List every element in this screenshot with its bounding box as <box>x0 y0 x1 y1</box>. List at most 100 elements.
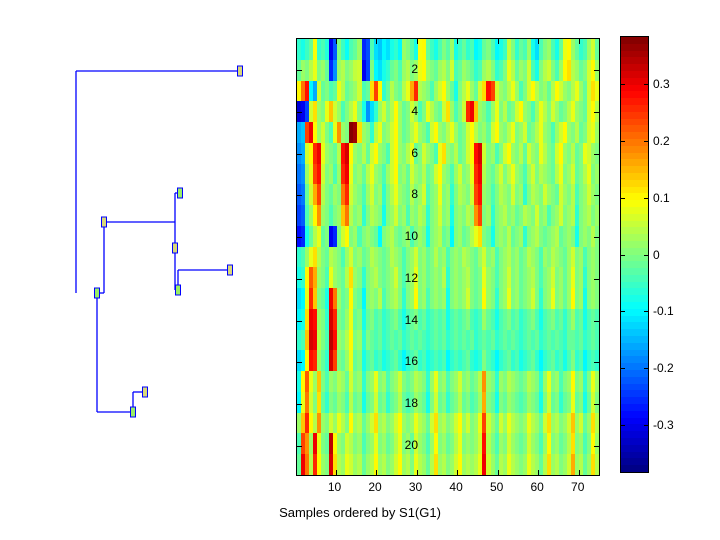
colorbar-segment <box>621 172 648 180</box>
heatmap-cell <box>397 391 402 413</box>
heatmap-cell <box>571 371 576 392</box>
heatmap-cell <box>466 101 471 122</box>
heatmap-cell <box>317 454 322 475</box>
heatmap-cell <box>462 288 467 309</box>
heatmap-cell <box>450 412 455 434</box>
heatmap-cell <box>409 371 414 392</box>
heatmap-row <box>297 59 600 81</box>
heatmap-cell <box>514 308 519 330</box>
heatmap-cell <box>595 80 600 102</box>
heatmap-cell <box>417 329 422 351</box>
heatmap-cell <box>373 433 378 454</box>
heatmap-cell <box>530 225 535 247</box>
colorbar-tick-mark <box>620 368 625 369</box>
heatmap-cell <box>498 246 503 268</box>
heatmap-cell <box>305 350 310 371</box>
heatmap-cell <box>341 454 346 475</box>
heatmap-cell <box>518 454 523 475</box>
heatmap-cell <box>337 308 342 330</box>
heatmap-cell <box>349 267 354 288</box>
heatmap-cell <box>442 184 447 205</box>
colorbar-segment <box>621 329 648 337</box>
heatmap-cell <box>587 308 592 330</box>
heatmap-cell <box>377 371 382 392</box>
heatmap-cell <box>353 163 358 185</box>
heatmap-cell <box>466 163 471 185</box>
heatmap-cell <box>595 184 600 205</box>
heatmap-cell <box>385 80 390 102</box>
heatmap-cell <box>474 350 479 371</box>
heatmap-cell <box>438 371 443 392</box>
heatmap-cell <box>498 350 503 371</box>
heatmap-cell <box>498 80 503 102</box>
heatmap-cell <box>434 308 439 330</box>
heatmap-cell <box>559 454 564 475</box>
heatmap-cell <box>369 225 374 247</box>
colorbar-segment <box>621 295 648 303</box>
heatmap-cell <box>434 39 439 60</box>
heatmap-cell <box>454 225 459 247</box>
heatmap-cell <box>494 163 499 185</box>
heatmap-cell <box>297 163 302 185</box>
heatmap-cell <box>369 412 374 434</box>
colorbar-segment <box>621 458 648 466</box>
heatmap-cell <box>325 308 330 330</box>
heatmap-cell <box>567 288 572 309</box>
heatmap-cell <box>522 39 527 60</box>
heatmap-cell <box>591 184 596 205</box>
heatmap-cell <box>313 371 318 392</box>
heatmap-cell <box>587 329 592 351</box>
heatmap-cell <box>478 246 483 268</box>
heatmap-cell <box>361 371 366 392</box>
heatmap-cell <box>559 246 564 268</box>
x-tick-label: 10 <box>327 480 342 494</box>
heatmap-cell <box>309 101 314 122</box>
heatmap-cell <box>409 122 414 143</box>
heatmap-cell <box>583 391 588 413</box>
heatmap-cell <box>305 184 310 205</box>
heatmap-cell <box>333 288 338 309</box>
heatmap-cell <box>482 59 487 81</box>
heatmap-cell <box>442 142 447 164</box>
heatmap-cell <box>494 329 499 351</box>
colorbar-segment <box>621 444 648 452</box>
heatmap-cell <box>518 205 523 226</box>
heatmap-cell <box>365 391 370 413</box>
heatmap-cell <box>305 142 310 164</box>
heatmap-cell <box>454 246 459 268</box>
heatmap-cell <box>341 39 346 60</box>
heatmap-cell <box>462 412 467 434</box>
heatmap-cell <box>442 433 447 454</box>
heatmap-row <box>297 329 600 351</box>
heatmap-cell <box>530 288 535 309</box>
heatmap-cell <box>458 433 463 454</box>
heatmap-cell <box>498 308 503 330</box>
heatmap-cell <box>494 308 499 330</box>
heatmap-cell <box>498 225 503 247</box>
heatmap-cell <box>482 391 487 413</box>
heatmap-cell <box>349 371 354 392</box>
heatmap-cell <box>377 225 382 247</box>
heatmap-cell <box>313 39 318 60</box>
heatmap-row <box>297 288 600 309</box>
heatmap-cell <box>478 329 483 351</box>
heatmap-cell <box>514 454 519 475</box>
heatmap-cell <box>417 59 422 81</box>
heatmap-cell <box>301 142 306 164</box>
heatmap-cell <box>506 225 511 247</box>
heatmap-cell <box>309 142 314 164</box>
heatmap-cell <box>550 391 555 413</box>
heatmap-cell <box>454 59 459 81</box>
heatmap-cell <box>490 246 495 268</box>
heatmap-cell <box>309 350 314 371</box>
heatmap-cell <box>482 163 487 185</box>
heatmap-cell <box>506 101 511 122</box>
heatmap-cell <box>498 412 503 434</box>
heatmap-cell <box>377 122 382 143</box>
heatmap-cell <box>405 101 410 122</box>
heatmap-cell <box>442 288 447 309</box>
heatmap-cell <box>458 205 463 226</box>
heatmap-cell <box>538 39 543 60</box>
heatmap-cell <box>321 288 326 309</box>
heatmap-cell <box>542 205 547 226</box>
